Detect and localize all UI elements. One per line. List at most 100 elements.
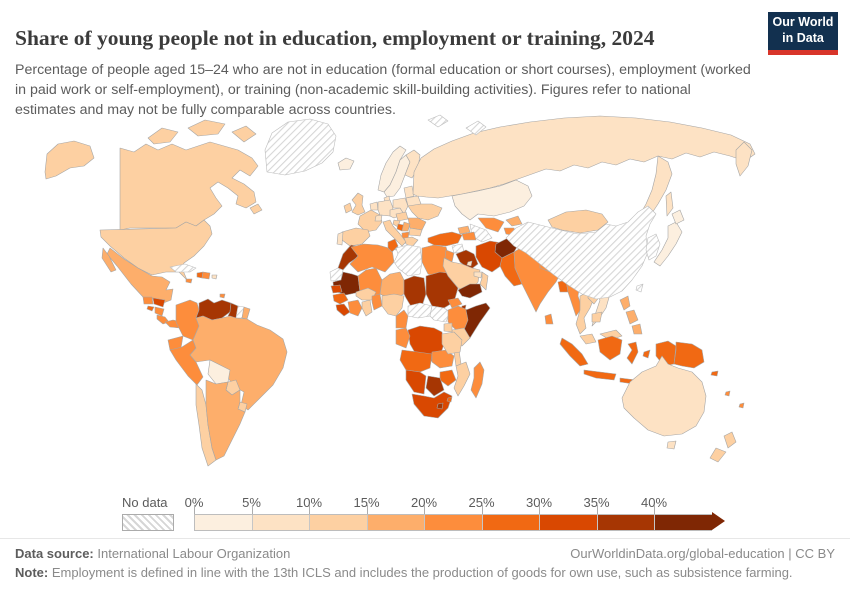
country-canada[interactable] <box>147 127 179 145</box>
country-nigeria[interactable] <box>381 293 405 317</box>
country-vanuatu[interactable] <box>724 390 731 397</box>
legend-bin-20-25%[interactable] <box>425 515 483 530</box>
country-solomon_islands[interactable] <box>710 370 719 377</box>
country-lesotho[interactable] <box>436 402 444 410</box>
country-puerto_rico[interactable] <box>211 274 218 280</box>
country-el_salvador[interactable] <box>146 305 155 312</box>
country-senegal[interactable] <box>330 284 343 294</box>
country-shapes[interactable] <box>44 114 756 467</box>
country-eswatini[interactable] <box>446 396 453 403</box>
country-mozambique[interactable] <box>453 361 471 397</box>
country-togo_benin[interactable] <box>371 293 383 311</box>
owid-logo[interactable]: Our World in Data <box>768 12 838 55</box>
country-italy[interactable] <box>382 219 407 247</box>
country-serbia[interactable] <box>401 221 411 232</box>
country-romania[interactable] <box>407 217 427 231</box>
country-australia[interactable] <box>621 355 707 437</box>
country-philippines[interactable] <box>625 309 639 325</box>
country-kazakhstan[interactable] <box>451 179 533 221</box>
country-eritrea[interactable] <box>447 297 463 309</box>
country-north_south_korea[interactable] <box>645 233 661 261</box>
country-libya[interactable] <box>393 244 423 277</box>
country-bulgaria[interactable] <box>408 227 423 237</box>
country-south_africa[interactable] <box>411 391 453 419</box>
country-indonesia[interactable] <box>597 335 623 361</box>
legend-bin-5-10%[interactable] <box>252 515 310 530</box>
country-indonesia[interactable] <box>559 337 589 367</box>
country-philippines[interactable] <box>619 295 631 311</box>
country-australia[interactable] <box>666 440 677 450</box>
country-tunisia[interactable] <box>387 238 399 253</box>
country-honduras[interactable] <box>152 297 166 308</box>
country-png[interactable] <box>673 341 705 369</box>
country-namibia[interactable] <box>405 369 427 395</box>
country-iceland[interactable] <box>337 157 355 171</box>
country-russia[interactable] <box>412 115 756 199</box>
country-guinea[interactable] <box>332 292 349 305</box>
country-svalbard[interactable] <box>427 114 449 128</box>
country-kyrgyzstan[interactable] <box>505 215 523 227</box>
country-taiwan[interactable] <box>635 283 644 293</box>
country-trinidad_tobago[interactable] <box>219 293 226 299</box>
country-new_zealand[interactable] <box>709 447 727 463</box>
country-japan[interactable] <box>653 221 683 267</box>
country-madagascar[interactable] <box>470 361 485 399</box>
country-chad[interactable] <box>403 275 427 309</box>
country-armenia_azerbaijan[interactable] <box>461 231 477 241</box>
country-china[interactable] <box>505 205 657 300</box>
country-cuba[interactable] <box>169 263 197 273</box>
country-russia[interactable] <box>665 191 674 217</box>
country-nicaragua[interactable] <box>154 306 165 317</box>
country-saudi_arabia[interactable] <box>442 257 481 293</box>
country-mexico[interactable] <box>101 247 117 273</box>
country-japan[interactable] <box>671 209 685 225</box>
country-jamaica[interactable] <box>185 278 193 284</box>
country-gabon_congo[interactable] <box>395 327 411 349</box>
country-tanzania[interactable] <box>441 331 463 355</box>
country-canada[interactable] <box>187 119 226 137</box>
country-cameroon[interactable] <box>395 309 409 329</box>
country-iraq[interactable] <box>455 249 479 271</box>
country-somalia[interactable] <box>463 302 491 339</box>
country-indonesia[interactable] <box>626 341 639 365</box>
country-brazil[interactable] <box>189 315 288 411</box>
country-hungary_slovakia[interactable] <box>395 211 409 222</box>
legend-bin-40%+[interactable] <box>655 515 712 530</box>
legend-bin-10-15%[interactable] <box>310 515 368 530</box>
legend-bin-0-5%[interactable] <box>195 515 253 530</box>
legend-bin-25-30%[interactable] <box>482 515 540 530</box>
country-algeria[interactable] <box>349 243 395 273</box>
country-fiji[interactable] <box>738 402 745 409</box>
country-sri_lanka[interactable] <box>544 313 554 325</box>
legend-color-bar[interactable] <box>194 514 712 531</box>
country-uganda[interactable] <box>443 322 453 333</box>
country-yemen[interactable] <box>457 283 483 299</box>
country-argentina[interactable] <box>205 379 246 461</box>
country-uk[interactable] <box>351 192 366 216</box>
country-ukraine[interactable] <box>407 203 443 221</box>
legend-bin-30-35%[interactable] <box>540 515 598 530</box>
country-baltics[interactable] <box>403 185 415 199</box>
country-greece[interactable] <box>403 236 419 248</box>
country-new_zealand[interactable] <box>723 431 737 449</box>
country-angola[interactable] <box>399 349 433 373</box>
license-link[interactable]: OurWorldinData.org/global-education | CC… <box>570 546 835 561</box>
country-botswana[interactable] <box>425 375 445 397</box>
country-indonesia[interactable] <box>642 349 651 359</box>
country-uzbekistan[interactable] <box>477 217 505 233</box>
country-venezuela[interactable] <box>195 298 232 321</box>
country-russia[interactable] <box>735 141 753 177</box>
country-indonesia[interactable] <box>583 369 617 381</box>
country-sierra_leone_liberia[interactable] <box>335 303 351 317</box>
country-france[interactable] <box>357 209 383 233</box>
country-central_african_republic[interactable] <box>407 302 433 319</box>
country-usa[interactable] <box>99 219 213 281</box>
legend-no-data-swatch[interactable] <box>122 514 174 531</box>
country-uae[interactable] <box>473 271 483 279</box>
legend-bin-35-40%[interactable] <box>597 515 655 530</box>
country-ivory_coast[interactable] <box>347 299 363 317</box>
country-south_sudan[interactable] <box>429 305 451 323</box>
country-mexico[interactable] <box>106 247 174 305</box>
country-georgia[interactable] <box>457 225 471 235</box>
country-switzerland[interactable] <box>374 214 383 222</box>
